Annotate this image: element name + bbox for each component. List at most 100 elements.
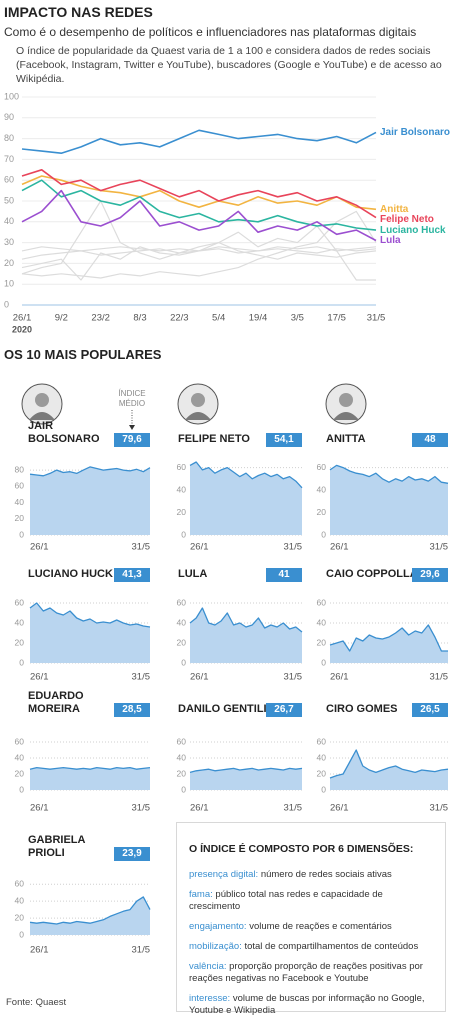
y-tick-label: 0 <box>4 299 9 309</box>
dimension-item: engajamento: volume de reações e comentá… <box>189 921 433 933</box>
y-tick-label: 20 <box>177 768 187 778</box>
dimension-text: proporção proporção de reações positivas… <box>189 961 423 984</box>
area-line <box>29 602 151 628</box>
y-tick-label: 0 <box>321 784 326 794</box>
index-note: MÉDIO <box>119 399 145 408</box>
y-tick-label: 90 <box>4 112 14 122</box>
y-tick-label: 20 <box>15 513 25 523</box>
dimension-term: presença digital: <box>189 869 259 880</box>
x-tick-label: 26/1 <box>30 945 49 956</box>
y-tick-label: 20 <box>15 912 25 922</box>
legend-label: Lula <box>380 235 401 246</box>
dimension-item: interesse: volume de buscas por informaç… <box>189 993 433 1017</box>
area-line <box>29 766 151 770</box>
dimensions-box: O ÍNDICE É COMPOSTO POR 6 DIMENSÕES: pre… <box>176 822 446 1016</box>
panel-name: FELIPE NETO <box>178 433 250 445</box>
dimension-item: valência: proporção proporção de reações… <box>189 961 433 985</box>
y-tick-label: 60 <box>15 878 25 888</box>
area-line <box>189 767 303 774</box>
series-line <box>21 169 377 219</box>
x-tick-label: 19/4 <box>249 313 268 324</box>
x-tick-label: 31/5 <box>132 542 151 553</box>
legend-label: Felipe Neto <box>380 214 434 225</box>
index-box: 48 <box>412 433 448 447</box>
x-tick-label: 31/5 <box>284 672 303 683</box>
dimension-term: interesse: <box>189 993 231 1004</box>
index-box: 41 <box>266 568 302 582</box>
x-tick-label: 31/5 <box>132 945 151 956</box>
y-tick-label: 0 <box>181 784 186 794</box>
series-line <box>21 175 377 211</box>
y-tick-label: 0 <box>19 929 24 939</box>
y-tick-label: 40 <box>317 617 327 627</box>
description: O índice de popularidade da Quaest varia… <box>16 45 442 85</box>
x-tick-label: 9/2 <box>55 313 68 324</box>
dimension-text: volume de reações e comentários <box>249 921 392 932</box>
area <box>190 768 302 790</box>
y-tick-label: 0 <box>181 657 186 667</box>
y-tick-label: 40 <box>4 216 14 226</box>
index-box: 54,1 <box>266 433 302 447</box>
y-tick-label: 20 <box>317 637 327 647</box>
series-line <box>21 189 377 242</box>
y-tick-label: 20 <box>177 507 187 517</box>
y-tick-label: 60 <box>15 736 25 746</box>
dimensions-title: O ÍNDICE É COMPOSTO POR 6 DIMENSÕES: <box>189 843 414 855</box>
dimension-text: número de redes sociais ativas <box>260 869 392 880</box>
x-tick-label: 23/2 <box>91 313 110 324</box>
dimension-text: volume de buscas por informação no Googl… <box>189 993 425 1016</box>
panel-name: EDUARDO MOREIRA <box>28 690 84 715</box>
index-box: 28,5 <box>114 703 150 717</box>
dimension-text: total de compartilhamentos de conteúdos <box>244 941 419 952</box>
y-tick-label: 30 <box>4 237 14 247</box>
series-line <box>21 210 377 279</box>
y-tick-label: 50 <box>4 195 14 205</box>
y-tick-label: 10 <box>4 279 14 289</box>
y-tick-label: 40 <box>177 752 187 762</box>
series-line <box>21 225 376 281</box>
y-tick-label: 40 <box>317 752 327 762</box>
y-tick-label: 60 <box>177 462 187 472</box>
area <box>30 896 150 935</box>
area-line <box>189 461 303 489</box>
area <box>190 608 302 663</box>
y-tick-label: 40 <box>15 497 25 507</box>
portrait-head <box>191 393 205 407</box>
legend-label: Luciano Huck <box>380 225 446 236</box>
x-tick-label: 26/1 <box>190 803 209 814</box>
legend-label: Anitta <box>380 204 409 215</box>
y-tick-label: 40 <box>177 617 187 627</box>
y-tick-label: 20 <box>317 768 327 778</box>
dimension-term: mobilização: <box>189 941 242 952</box>
y-tick-label: 20 <box>317 507 327 517</box>
y-tick-label: 80 <box>15 464 25 474</box>
panel-name: CIRO GOMES <box>326 703 398 715</box>
x-tick-label: 26/1 <box>30 672 49 683</box>
subtitle: Como é o desempenho de políticos e influ… <box>4 25 417 39</box>
y-tick-label: 0 <box>19 529 24 539</box>
x-tick-label: 26/1 <box>330 542 349 553</box>
area-line <box>189 607 303 633</box>
index-box: 79,6 <box>114 433 150 447</box>
dimension-item: mobilização: total de compartilhamentos … <box>189 941 433 953</box>
x-tick-label: 31/5 <box>132 672 151 683</box>
legend-label: Jair Bolsonaro <box>380 127 450 138</box>
panel-name: ANITTA <box>326 433 366 445</box>
series-line <box>21 200 377 275</box>
index-box: 23,9 <box>114 847 150 861</box>
y-tick-label: 0 <box>19 784 24 794</box>
index-box: 29,6 <box>412 568 448 582</box>
x-tick-label: 31/5 <box>284 803 303 814</box>
title: IMPACTO NAS REDES <box>4 4 153 20</box>
area <box>330 750 448 790</box>
panel-name: JAIR BOLSONARO <box>28 420 100 445</box>
x-tick-label: 3/5 <box>291 313 304 324</box>
area <box>330 465 448 535</box>
area-line <box>29 896 151 925</box>
portrait-body <box>185 412 211 420</box>
y-tick-label: 40 <box>317 484 327 494</box>
x-tick-label: 31/5 <box>367 313 386 324</box>
index-note: ÍNDICE <box>118 389 145 398</box>
dimension-term: engajamento: <box>189 921 247 932</box>
